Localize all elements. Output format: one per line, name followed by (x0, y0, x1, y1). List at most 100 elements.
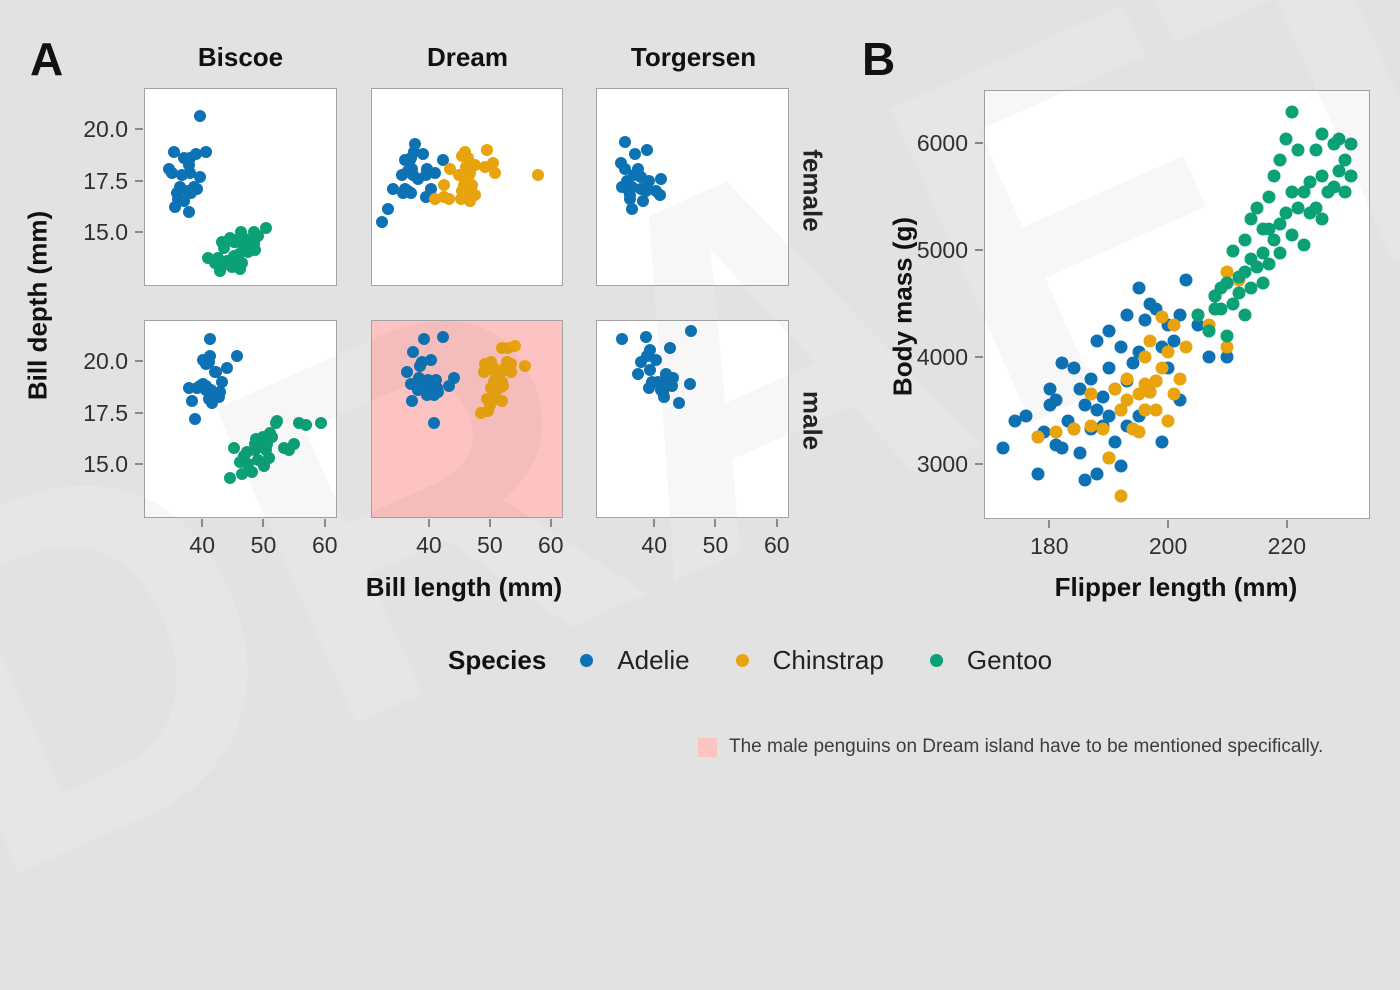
gentoo-point (1291, 143, 1305, 157)
gentoo-point (1285, 105, 1299, 119)
adelie-point (683, 378, 696, 391)
adelie-point (408, 138, 421, 151)
chinstrap-point (1167, 387, 1181, 401)
facet-dream-male-highlighted (371, 320, 563, 518)
gentoo-point (1315, 169, 1329, 183)
tick-mark (135, 360, 143, 363)
adelie-point (1202, 350, 1216, 364)
adelie-point (1173, 308, 1187, 322)
facet-dream-female (371, 88, 563, 286)
adelie-point (1090, 403, 1104, 417)
tick-label: 60 (311, 532, 338, 558)
gentoo-point (1267, 169, 1281, 183)
gentoo-point (228, 441, 241, 454)
tick-label: 200 (1148, 533, 1188, 559)
adelie-point (407, 345, 420, 358)
chinstrap-dot-icon (735, 654, 749, 667)
adelie-point (684, 325, 697, 338)
gentoo-point (266, 431, 279, 444)
gentoo-point (1238, 233, 1252, 247)
adelie-point (400, 366, 413, 379)
gentoo-point (1309, 143, 1323, 157)
gentoo-point (1226, 297, 1240, 311)
adelie-point (644, 343, 657, 356)
gentoo-point (236, 468, 249, 481)
tick-mark (323, 519, 326, 527)
gentoo-point (1285, 228, 1299, 242)
gentoo-point (1202, 324, 1216, 338)
tick-label: 50 (477, 532, 503, 558)
gentoo-point (241, 445, 254, 458)
highlight-caption: The male penguins on Dream island have t… (698, 736, 1323, 758)
gentoo-point (246, 466, 259, 479)
gentoo-point (1273, 246, 1287, 260)
legend-item-chinstrap: Chinstrap (735, 645, 884, 676)
gentoo-point (1262, 190, 1276, 204)
gentoo-point (1191, 308, 1205, 322)
gentoo-point (1244, 281, 1258, 295)
adelie-point (1043, 382, 1057, 396)
tick-mark (549, 519, 552, 527)
panel-b-label: B (862, 33, 896, 85)
tick-mark (653, 519, 656, 527)
adelie-point (1126, 356, 1140, 370)
strip-label-female: female (797, 149, 828, 232)
chinstrap-point (1120, 372, 1134, 385)
chinstrap-point (1084, 419, 1098, 433)
facet-title-dream: Dream (427, 42, 508, 72)
adelie-point (625, 181, 638, 193)
tick-label: 40 (641, 532, 667, 558)
chinstrap-point (504, 357, 517, 370)
adelie-point (194, 380, 207, 393)
adelie-point (1019, 409, 1033, 423)
gentoo-point (1332, 164, 1346, 178)
tick-mark (488, 519, 491, 527)
adelie-point (1102, 324, 1116, 338)
gentoo-point (1332, 132, 1346, 146)
facet-title-biscoe: Biscoe (197, 42, 284, 72)
tick-mark (975, 356, 983, 359)
chinstrap-point (1179, 340, 1193, 354)
adelie-point (996, 441, 1010, 455)
facet-title-torgersen: Torgersen (630, 42, 757, 72)
adelie-point (663, 341, 676, 354)
adelie-point (387, 183, 400, 196)
adelie-point (625, 203, 638, 216)
gentoo-point (1279, 132, 1293, 146)
gentoo-point (233, 455, 246, 468)
adelie-point (416, 148, 429, 161)
adelie-point (221, 361, 234, 374)
adelie-point (646, 376, 659, 389)
adelie-point (209, 366, 222, 379)
adelie-point (216, 376, 228, 389)
gentoo-point (1344, 137, 1358, 151)
adelie-point (169, 201, 182, 214)
chinstrap-point (442, 193, 455, 206)
chinstrap-point (1108, 382, 1122, 396)
adelie-point (1096, 390, 1110, 404)
gentoo-point (1338, 153, 1352, 167)
chinstrap-point (1138, 403, 1151, 417)
gentoo-point (1291, 201, 1305, 215)
adelie-point (406, 394, 419, 407)
adelie-point (189, 413, 202, 425)
gentoo-point (315, 417, 328, 430)
gentoo-point (1244, 212, 1258, 226)
tick-mark (135, 179, 143, 182)
tick-label: 17.5 (83, 167, 128, 194)
chinstrap-point (468, 189, 481, 202)
tick-mark (135, 231, 143, 234)
adelie-point (194, 109, 207, 122)
adelie-point (432, 386, 445, 399)
adelie-point (640, 331, 653, 344)
gentoo-point (1262, 222, 1276, 236)
adelie-point (174, 183, 187, 196)
gentoo-point (1214, 302, 1228, 316)
gentoo-point (1238, 308, 1252, 322)
adelie-point (418, 333, 431, 346)
adelie-dot-icon (580, 654, 594, 667)
adelie-point (404, 152, 417, 165)
chinstrap-point (1132, 387, 1146, 401)
gentoo-point (1250, 260, 1264, 274)
